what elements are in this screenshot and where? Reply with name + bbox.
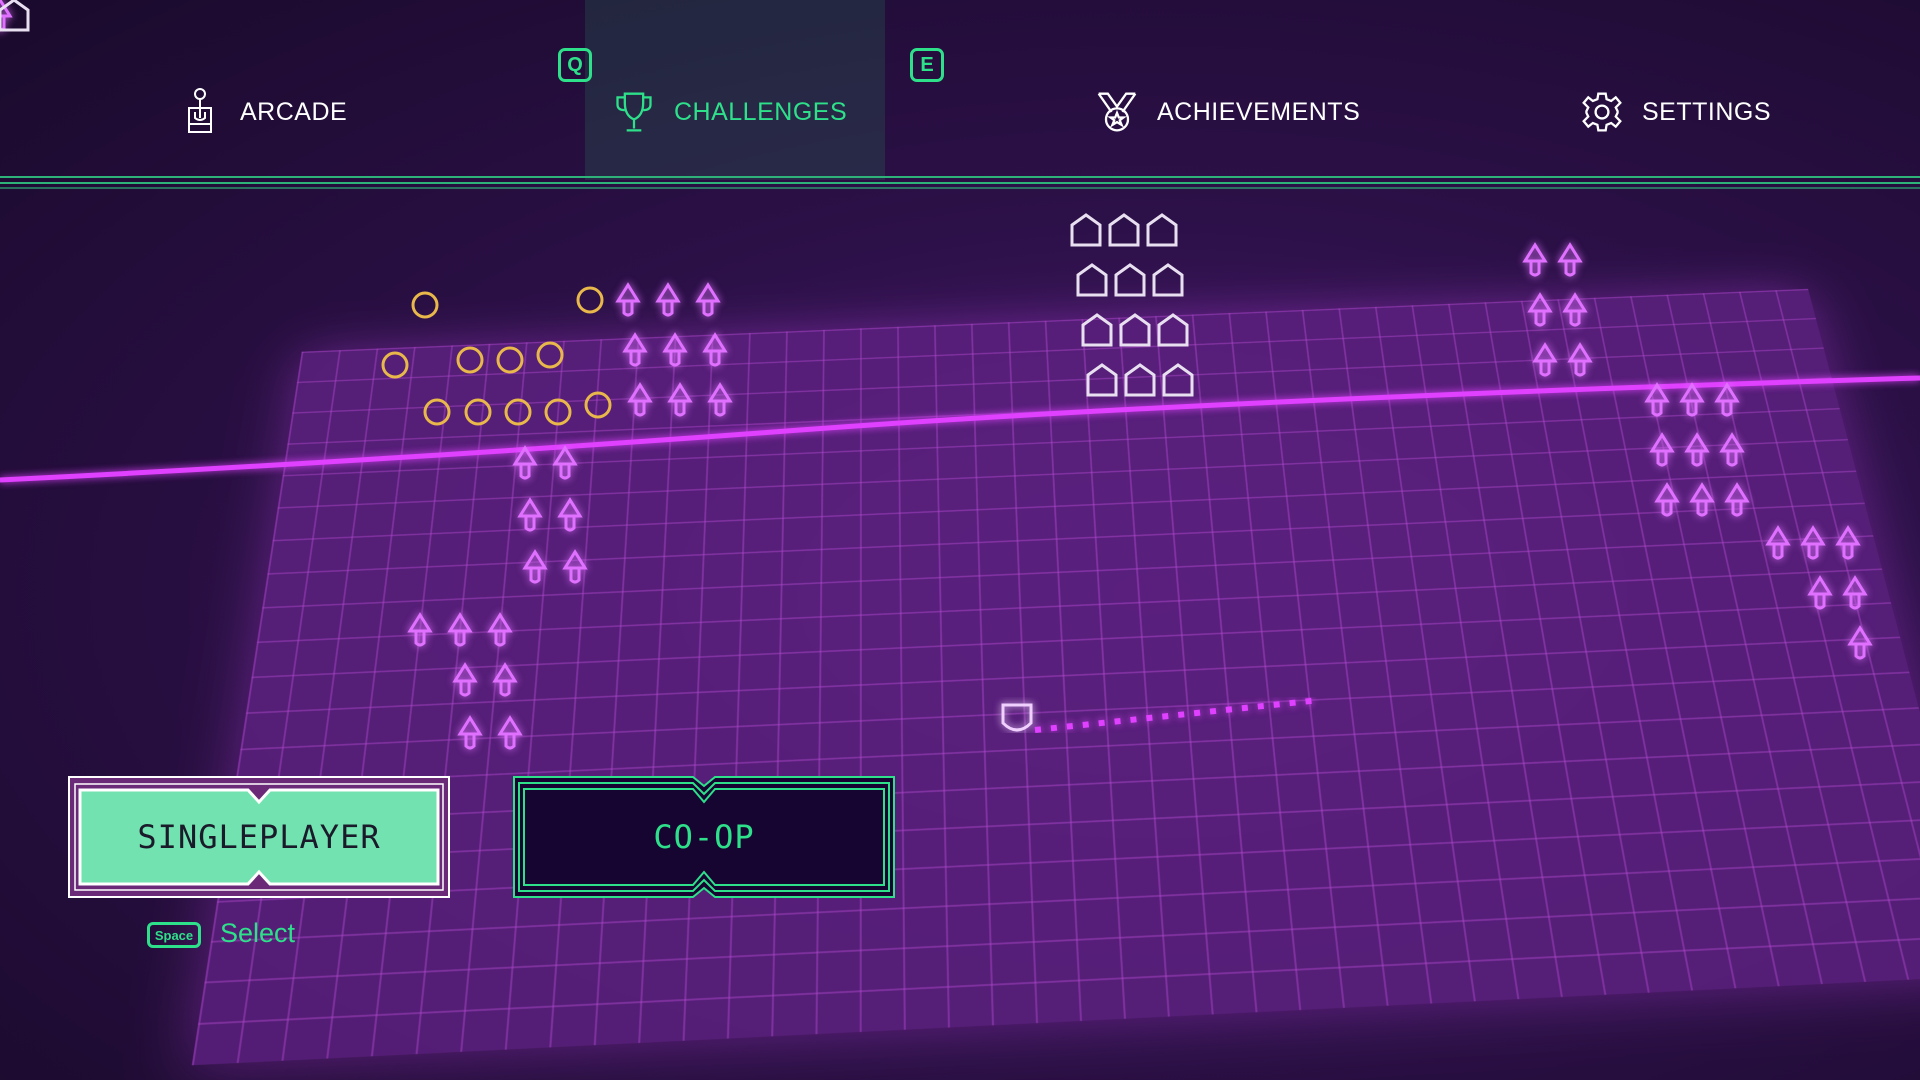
- prev-tab-key-badge: Q: [558, 48, 592, 82]
- tab-achievements[interactable]: ACHIEVEMENTS: [1095, 88, 1360, 136]
- tab-challenges-label: CHALLENGES: [674, 97, 848, 126]
- gear-icon: [1582, 92, 1622, 132]
- select-hint-label: Select: [220, 918, 296, 948]
- laser-line: [0, 375, 1920, 483]
- house-enemies: [0, 0, 1194, 397]
- active-tab-highlight: [585, 0, 885, 180]
- player-ship: [1001, 697, 1321, 733]
- singleplayer-label: SINGLEPLAYER: [137, 818, 381, 856]
- coop-button[interactable]: CO-OP: [513, 776, 895, 898]
- button-frame: [68, 776, 450, 898]
- joystick-icon: [188, 88, 212, 133]
- header-divider: [0, 182, 1920, 184]
- tab-settings[interactable]: SETTINGS: [1580, 88, 1771, 136]
- coop-label: CO-OP: [653, 818, 755, 856]
- tab-arcade[interactable]: ARCADE: [178, 88, 347, 136]
- trophy-icon: [616, 92, 652, 132]
- header-divider: [0, 187, 1920, 189]
- tab-challenges[interactable]: CHALLENGES: [612, 88, 847, 136]
- space-key-badge: Space: [147, 922, 201, 948]
- header-divider: [0, 176, 1920, 178]
- next-tab-key-badge: E: [910, 48, 944, 82]
- medal-icon: [1097, 92, 1137, 132]
- exploding-enemies: [381, 286, 612, 426]
- button-frame: [513, 776, 895, 898]
- tab-achievements-label: ACHIEVEMENTS: [1157, 97, 1361, 126]
- tab-arcade-label: ARCADE: [240, 97, 348, 126]
- tab-settings-label: SETTINGS: [1642, 97, 1772, 126]
- singleplayer-button[interactable]: SINGLEPLAYER: [68, 776, 450, 898]
